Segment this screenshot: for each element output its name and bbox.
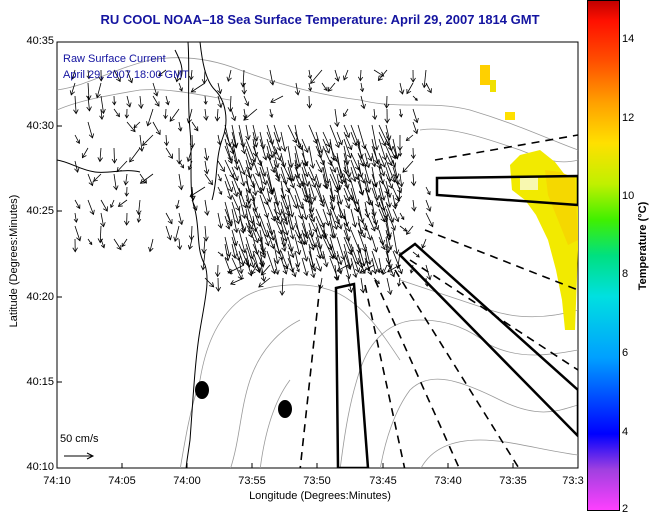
y-tick-label: 40:10: [26, 461, 54, 473]
colorbar-tick: 6: [622, 347, 629, 359]
x-tick-label: 73:3: [562, 475, 584, 487]
coastline: [57, 42, 227, 468]
colorbar-tick: 2: [622, 503, 629, 515]
scale-label: 50 cm/s: [60, 433, 99, 445]
bathymetry-contours: [57, 57, 578, 468]
colorbar: [587, 0, 620, 511]
y-axis-label: Latitude (Degrees:Minutes): [8, 194, 20, 328]
legend-current-time: April 29, 2007 18:00 GMT: [63, 69, 189, 81]
x-tick-label: 73:45: [369, 475, 397, 487]
y-tick-label: 40:20: [26, 291, 54, 303]
colorbar-label: Temperature (°C): [637, 201, 649, 291]
x-tick-label: 73:40: [434, 475, 462, 487]
station-marker: [278, 400, 292, 418]
legend-current-label: Raw Surface Current: [63, 53, 166, 65]
y-tick-label: 40:25: [26, 205, 54, 217]
y-tick-label: 40:35: [26, 35, 54, 47]
map-title: RU COOL NOAA–18 Sea Surface Temperature:…: [100, 12, 540, 27]
x-axis-label: Longitude (Degrees:Minutes): [249, 490, 391, 502]
x-tick-label: 74:00: [173, 475, 201, 487]
scale-arrow: [64, 452, 95, 460]
station-marker: [195, 381, 209, 399]
y-tick-label: 40:15: [26, 376, 54, 388]
x-tick-label: 74:05: [108, 475, 136, 487]
colorbar-tick: 12: [622, 112, 635, 124]
surface-current-vectors: [69, 69, 434, 296]
plot-frame: [56, 41, 579, 469]
y-tick-label: 40:30: [26, 120, 54, 132]
colorbar-tick: 4: [622, 426, 629, 438]
y-axis-label-wrap: Latitude (Degrees:Minutes): [4, 160, 24, 360]
x-tick-label: 73:55: [238, 475, 266, 487]
transects: [299, 134, 578, 468]
x-tick-label: 73:35: [499, 475, 527, 487]
sst-patches: [480, 65, 578, 330]
colorbar-tick: 14: [622, 33, 635, 45]
x-tick-label: 73:50: [303, 475, 331, 487]
axis-ticks: [57, 125, 514, 468]
colorbar-tick: 8: [622, 268, 629, 280]
x-tick-label: 74:10: [43, 475, 71, 487]
colorbar-tick: 10: [622, 190, 635, 202]
